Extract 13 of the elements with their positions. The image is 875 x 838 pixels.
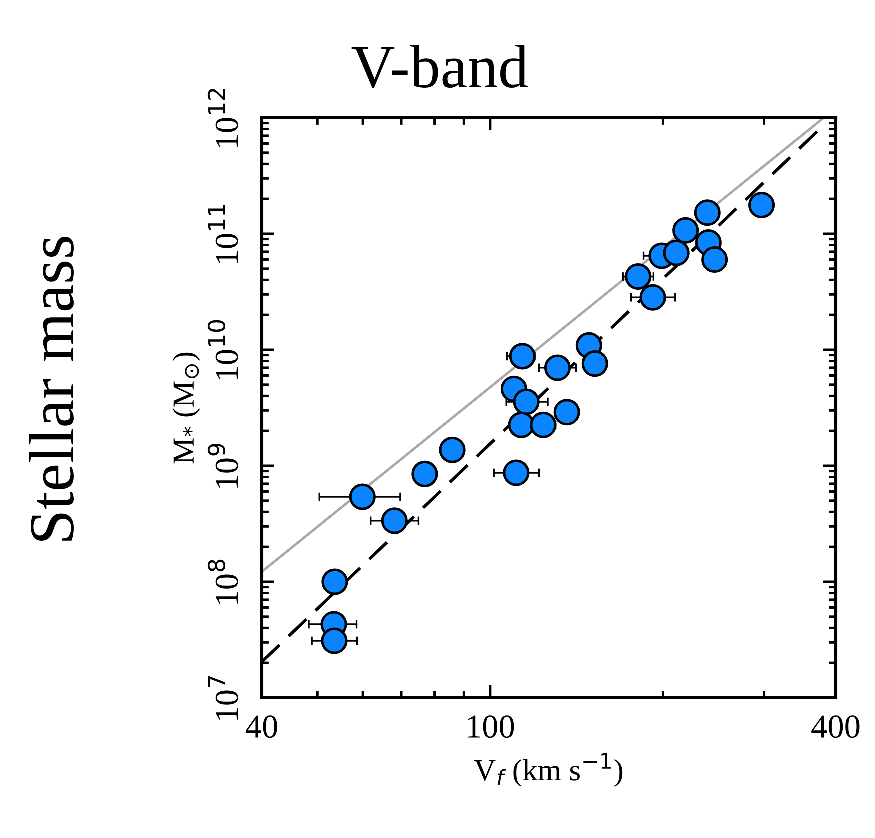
y-tick-label: 10$^{11}$	[208, 204, 238, 264]
text: Stellar mass	[29, 237, 74, 541]
y-tick-label: 10$^{8}$	[208, 560, 238, 604]
y-tick-label: 10$^{12}$	[208, 89, 238, 148]
x-tick-label: 40	[246, 716, 278, 738]
x-axis-title: V$_{f}$ (km s$^{−1}$)	[474, 753, 623, 788]
y-tick-label: 10$^{10}$	[208, 320, 238, 380]
chart-title: V-band	[352, 45, 528, 88]
y-tick-label: 10$^{9}$	[208, 444, 238, 488]
y-axis-title: M$_{*}$ (M$_{⊙}$)	[172, 352, 200, 464]
y-tick-label: 10$^{7}$	[208, 676, 238, 720]
x-tick-label: 100	[468, 716, 514, 738]
x-tick-label: 400	[812, 716, 860, 738]
